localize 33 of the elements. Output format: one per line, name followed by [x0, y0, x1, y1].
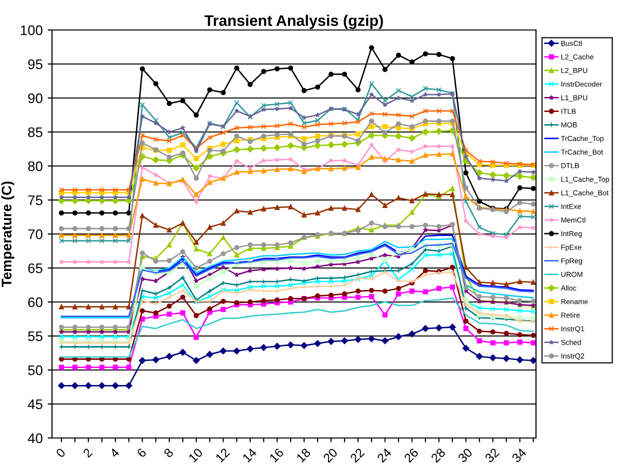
- y-axis-title: Temperature (C): [1, 182, 14, 287]
- x-tick-label: 12: [215, 448, 230, 463]
- y-tick-label: 40: [28, 433, 42, 444]
- x-tick-label: 22: [350, 448, 365, 463]
- x-tick-label: 4: [109, 448, 120, 458]
- x-tick-label: 20: [322, 448, 338, 463]
- y-tick-label: 75: [28, 195, 42, 206]
- x-tick-label: 30: [457, 448, 473, 464]
- y-tick-label: 50: [28, 365, 42, 376]
- x-tick-label: 16: [269, 448, 284, 463]
- x-tick-label: 26: [404, 448, 419, 463]
- y-tick-label: 100: [20, 25, 42, 36]
- x-tick-label: 14: [242, 448, 258, 463]
- chart-title: Transient Analysis (gzip): [204, 14, 383, 30]
- x-tick-label: 28: [430, 448, 446, 463]
- x-tick-label: 8: [163, 448, 174, 458]
- x-tick-label: 18: [296, 448, 312, 463]
- x-tick-label: 10: [188, 448, 204, 463]
- x-tick-label: 34: [511, 448, 527, 464]
- y-tick-label: 80: [28, 161, 42, 172]
- x-tick-label: 2: [82, 448, 93, 458]
- x-tick-label: 24: [376, 448, 392, 463]
- y-tick-label: 60: [28, 297, 42, 308]
- y-tick-label: 55: [28, 331, 42, 342]
- y-tick-label: 85: [28, 127, 42, 138]
- x-tick-label: 32: [484, 448, 500, 464]
- x-tick-label: 0: [55, 448, 66, 458]
- y-tick-label: 95: [28, 59, 42, 70]
- y-tick-label: 90: [28, 93, 42, 104]
- y-tick-label: 65: [28, 263, 42, 274]
- y-tick-label: 70: [28, 229, 42, 240]
- y-tick-label: 45: [28, 399, 42, 410]
- x-tick-label: 6: [136, 448, 147, 458]
